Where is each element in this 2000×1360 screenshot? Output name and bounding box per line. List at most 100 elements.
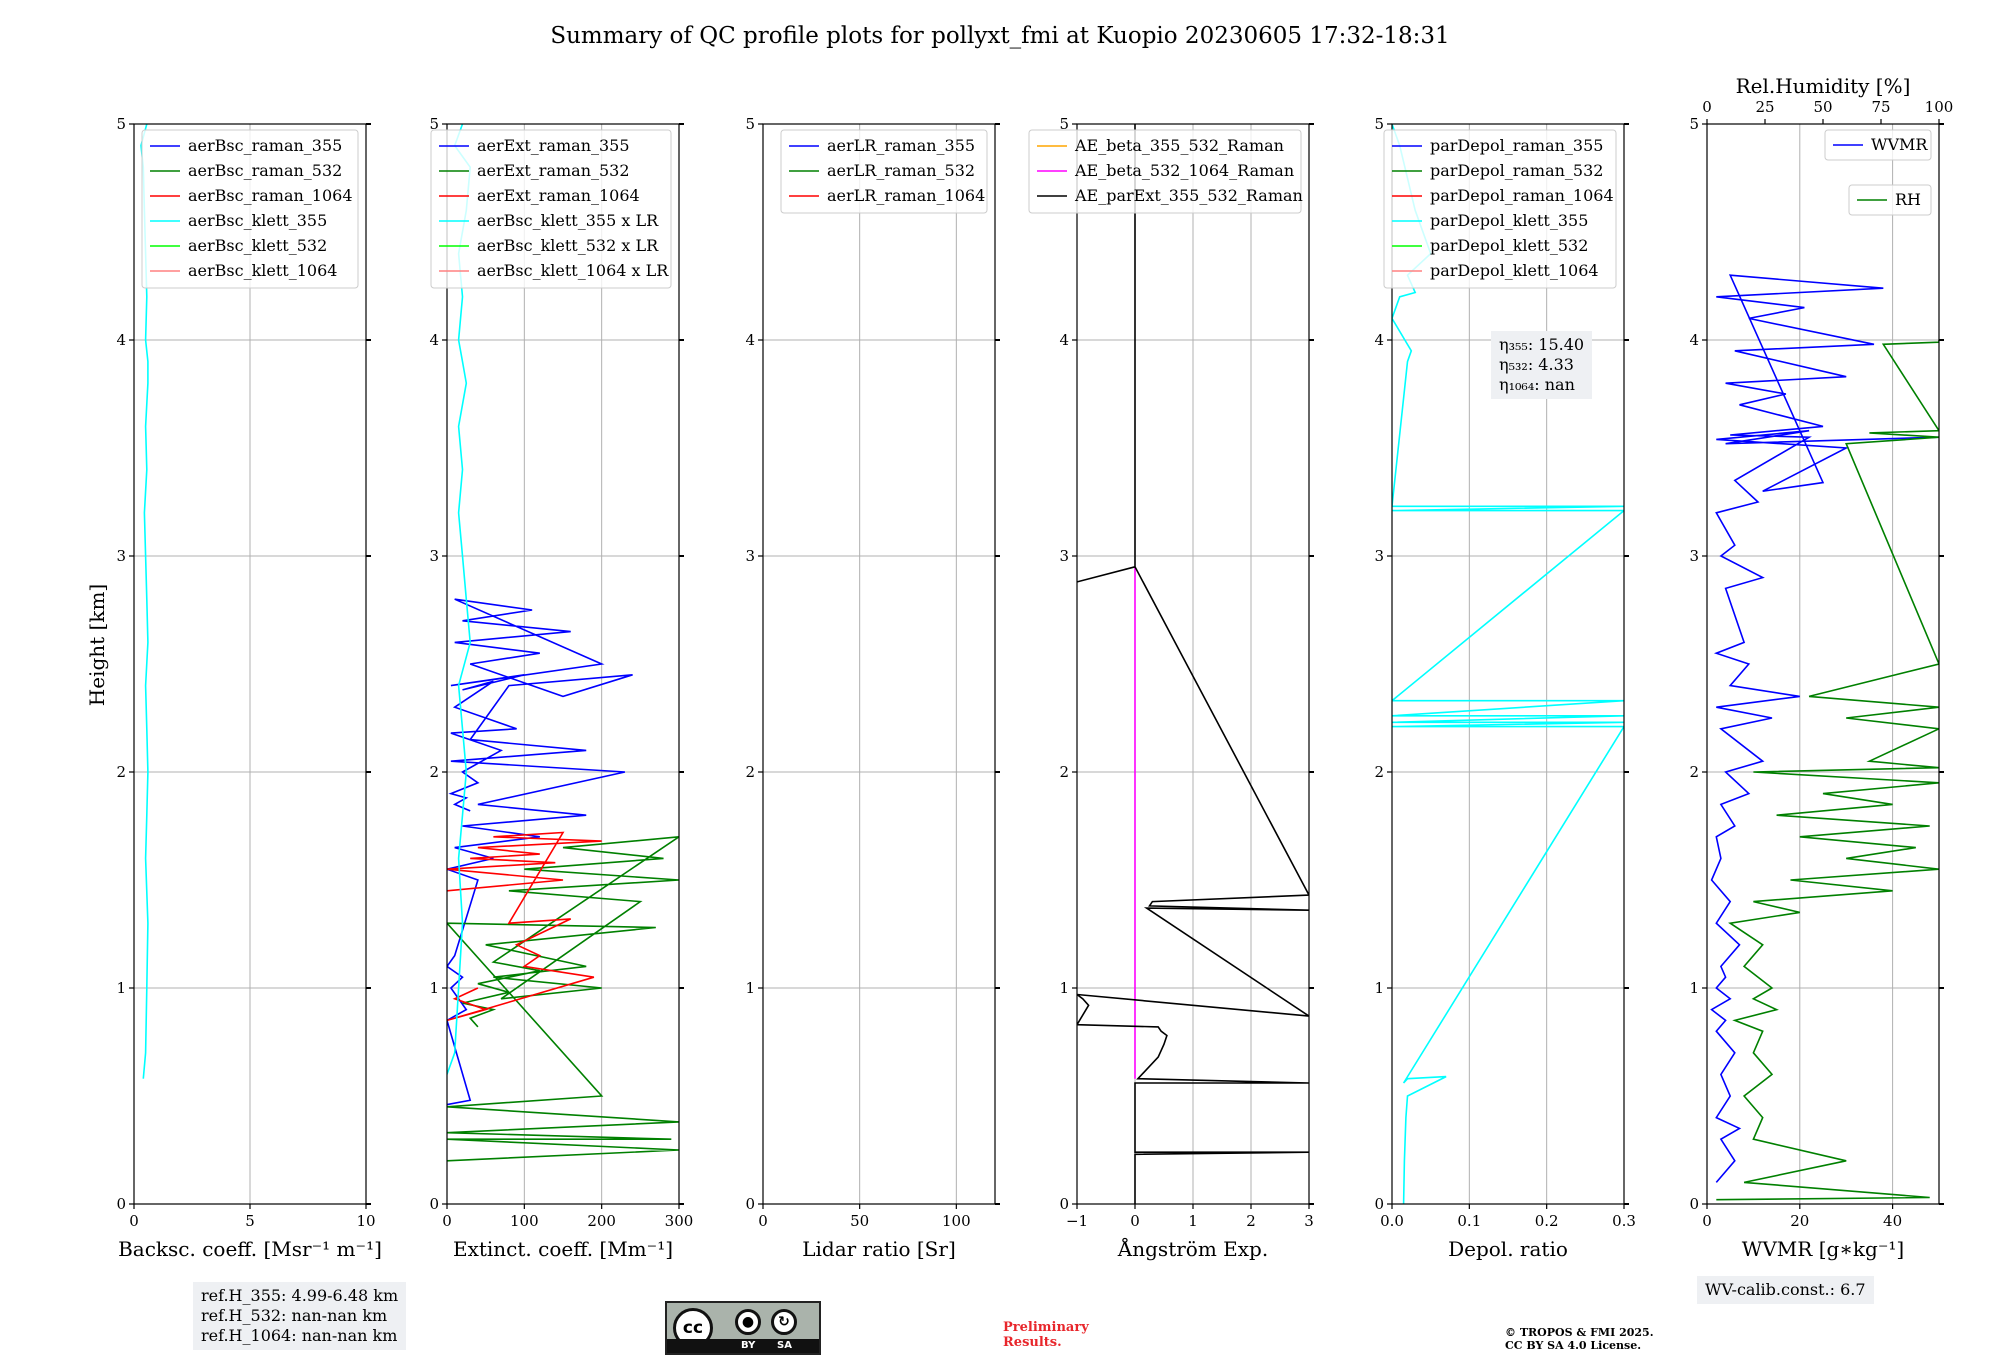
eta-annotation-box: η₃₅₅: 15.40 η₅₃₂: 4.33 η₁₀₆₄: nan xyxy=(1491,331,1593,399)
x-tick-label: 300 xyxy=(665,1212,694,1230)
y-tick-label: 4 xyxy=(429,331,439,349)
ref-height-532: ref.H_532: nan-nan km xyxy=(201,1306,388,1325)
reference-height-box: ref.H_355: 4.99-6.48 km ref.H_532: nan-n… xyxy=(193,1282,407,1350)
y-tick-label: 0 xyxy=(116,1195,126,1213)
x-tick-label: 0 xyxy=(758,1212,768,1230)
y-tick-label: 2 xyxy=(1059,763,1069,781)
legend-label: aerBsc_raman_1064 xyxy=(188,186,353,205)
panel-backscatter: 0 1 2 3 4 5 0 5 10 Backsc. coeff. [Msr⁻¹ m⁻¹] aerB… xyxy=(116,115,381,1261)
attribution-icon: ● xyxy=(735,1309,761,1335)
copyright-line-2: CC BY SA 4.0 License. xyxy=(1505,1339,1642,1352)
legend-box xyxy=(430,129,672,289)
x2-tick-label: 75 xyxy=(1871,98,1890,116)
x-tick-label: 0.0 xyxy=(1380,1212,1404,1230)
legend-label: aerBsc_raman_532 xyxy=(188,161,342,180)
axes-frame xyxy=(1391,123,1625,1205)
legend-label: aerLR_raman_1064 xyxy=(827,186,985,205)
y-tick-label: 2 xyxy=(116,763,126,781)
legend-label: aerBsc_klett_1064 xyxy=(188,261,337,280)
x-tick-label: 0.1 xyxy=(1457,1212,1481,1230)
y-tick-label: 4 xyxy=(1374,331,1384,349)
axes-frame xyxy=(446,123,680,1205)
cc-license-badge: cc ● ↻ BY SA xyxy=(665,1301,821,1355)
x-tick-label: 100 xyxy=(942,1212,971,1230)
x-axis-label: Depol. ratio xyxy=(1448,1237,1568,1261)
y-tick-label: 3 xyxy=(116,547,126,565)
y-tick-label: 4 xyxy=(1059,331,1069,349)
series-AE_parExt_355_532_Raman xyxy=(1077,124,1309,1204)
license-sa-text: SA xyxy=(777,1340,792,1351)
y-tick-label: 3 xyxy=(745,547,755,565)
series-RH xyxy=(1716,340,1939,1201)
legend-label: aerBsc_raman_355 xyxy=(188,136,342,155)
y-tick-label: 5 xyxy=(1059,115,1069,133)
x-tick-label: 0 xyxy=(442,1212,452,1230)
ref-height-1064: ref.H_1064: nan-nan km xyxy=(201,1326,398,1345)
preliminary-line-2: Results. xyxy=(1003,1335,1062,1350)
legend-box xyxy=(1848,184,1932,216)
x-tick-label: −1 xyxy=(1066,1212,1088,1230)
y-tick-label: 1 xyxy=(1059,979,1069,997)
y-tick-label: 1 xyxy=(116,979,126,997)
y-tick-label: 0 xyxy=(1374,1195,1384,1213)
preliminary-line-1: Preliminary xyxy=(1003,1320,1089,1335)
legend-label: parDepol_klett_532 xyxy=(1430,236,1588,255)
x-tick-label: 200 xyxy=(587,1212,616,1230)
legend-label: AE_beta_355_532_Raman xyxy=(1074,136,1284,155)
y-tick-label: 1 xyxy=(1689,979,1699,997)
y-tick-label: 0 xyxy=(1689,1195,1699,1213)
y-tick-label: 5 xyxy=(1689,115,1699,133)
legend-box xyxy=(780,129,988,214)
panel-depol: 0 1 2 3 4 5 0.0 0.1 0.2 0.3 Depol. ratio parDepol_r… xyxy=(1374,115,1635,1261)
y-tick-label: 5 xyxy=(1374,115,1384,133)
y-tick-label: 3 xyxy=(1689,547,1699,565)
legend-label: aerBsc_klett_355 x LR xyxy=(477,211,659,230)
y-tick-label: 5 xyxy=(429,115,439,133)
legend-label: aerExt_raman_355 xyxy=(477,136,630,155)
copyright-line-1: © TROPOS & FMI 2025. xyxy=(1505,1326,1654,1339)
eta-532: η₅₃₂: 4.33 xyxy=(1499,355,1574,374)
legend-label: aerBsc_klett_355 xyxy=(188,211,327,230)
x-axis-label: WVMR [g∗kg⁻¹] xyxy=(1742,1237,1904,1261)
legend-label: aerBsc_klett_1064 x LR xyxy=(477,261,669,280)
panel-extinction: 0 1 2 3 4 5 0 100 200 300 Extinct. coeff. [Mm⁻¹] ae… xyxy=(429,115,693,1261)
figure-title: Summary of QC profile plots for pollyxt_… xyxy=(550,23,1449,49)
x-tick-label: 100 xyxy=(510,1212,539,1230)
legend-label: parDepol_raman_1064 xyxy=(1430,186,1614,205)
legend-label: AE_parExt_355_532_Raman xyxy=(1074,186,1303,205)
x-tick-label: 0.2 xyxy=(1535,1212,1559,1230)
y-tick-label: 0 xyxy=(429,1195,439,1213)
eta-1064: η₁₀₆₄: nan xyxy=(1499,375,1575,394)
series-group xyxy=(1710,274,1939,1201)
legend-label: aerExt_raman_532 xyxy=(477,161,630,180)
x-tick-label: 50 xyxy=(850,1212,869,1230)
legend-label: RH xyxy=(1895,190,1921,209)
x-tick-label: 40 xyxy=(1883,1212,1902,1230)
x2-tick-label: 50 xyxy=(1813,98,1832,116)
y-tick-label: 3 xyxy=(1374,547,1384,565)
y-tick-label: 4 xyxy=(116,331,126,349)
legend-box xyxy=(141,129,359,289)
axes-frame xyxy=(762,123,996,1205)
y-tick-label: 3 xyxy=(1059,547,1069,565)
series-WVMR xyxy=(1710,274,1939,1183)
x-tick-label: 0 xyxy=(1702,1212,1712,1230)
x-axis-label: Lidar ratio [Sr] xyxy=(802,1237,956,1261)
legend-box xyxy=(1028,129,1302,214)
x-tick-label: 0.3 xyxy=(1612,1212,1636,1230)
x2-axis-label: Rel.Humidity [%] xyxy=(1736,74,1911,98)
series-aerExt_raman_532 xyxy=(447,836,679,1162)
legend-label: parDepol_klett_1064 xyxy=(1430,261,1599,280)
x-tick-label: 0 xyxy=(129,1212,139,1230)
legend-label: aerLR_raman_532 xyxy=(827,161,975,180)
y-tick-label: 2 xyxy=(429,763,439,781)
copyright-notice: © TROPOS & FMI 2025. CC BY SA 4.0 Licens… xyxy=(1505,1326,1654,1352)
legend-label: aerExt_raman_1064 xyxy=(477,186,640,205)
legend-box xyxy=(1383,129,1617,289)
x-tick-label: 1 xyxy=(1188,1212,1198,1230)
axes-frame xyxy=(1706,123,1940,1205)
